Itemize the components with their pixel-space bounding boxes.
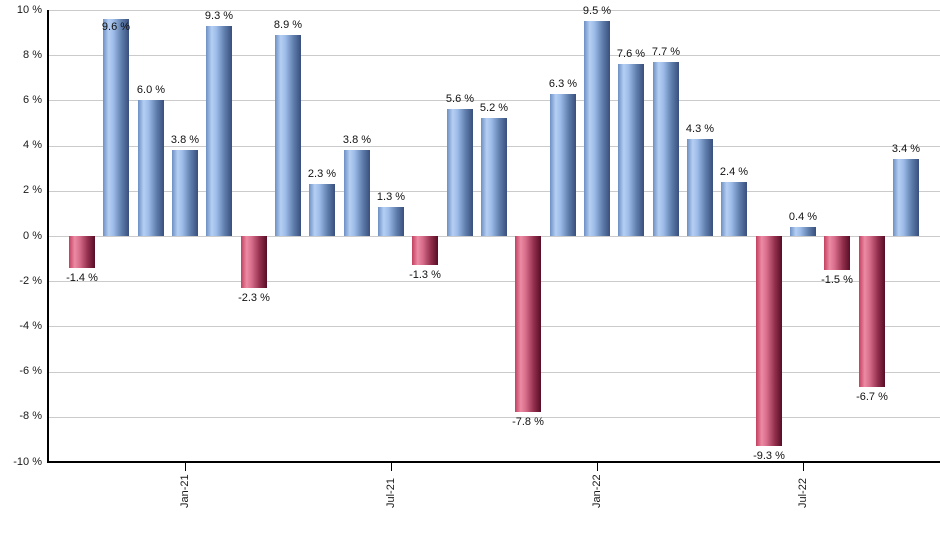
bar-value-label: 7.6 % bbox=[616, 48, 646, 60]
bar-value-label: 5.6 % bbox=[445, 93, 475, 105]
gridline bbox=[48, 10, 940, 11]
bar-positive bbox=[138, 100, 164, 236]
x-axis-tick bbox=[803, 462, 804, 471]
bar-value-label: 8.9 % bbox=[273, 19, 303, 31]
bar-value-label: 6.3 % bbox=[548, 78, 578, 90]
x-axis-label: Jan-22 bbox=[591, 474, 603, 508]
bar-positive bbox=[103, 19, 129, 236]
bar-value-label: 9.5 % bbox=[582, 5, 612, 17]
gridline bbox=[48, 326, 940, 327]
gridline bbox=[48, 281, 940, 282]
bar-positive bbox=[550, 94, 576, 236]
bar-negative bbox=[756, 236, 782, 446]
y-axis-label: 10 % bbox=[16, 4, 42, 16]
x-axis-label: Jan-21 bbox=[179, 474, 191, 508]
y-axis-label: 6 % bbox=[23, 94, 42, 106]
bar-value-label: -6.7 % bbox=[856, 391, 888, 403]
bar-value-label: -1.4 % bbox=[66, 272, 98, 284]
bar-value-label: 6.0 % bbox=[136, 84, 166, 96]
bar-value-label: -7.8 % bbox=[512, 416, 544, 428]
bar-negative bbox=[412, 236, 438, 265]
bar-value-label: -9.3 % bbox=[753, 450, 785, 462]
x-axis-tick bbox=[185, 462, 186, 471]
y-axis-label: 4 % bbox=[23, 139, 42, 151]
bar-value-label: 3.4 % bbox=[891, 143, 921, 155]
y-axis-label: 8 % bbox=[23, 49, 42, 61]
bar-negative bbox=[515, 236, 541, 412]
bar-value-label: 3.8 % bbox=[342, 134, 372, 146]
bar-positive bbox=[275, 35, 301, 236]
bar-value-label: -1.5 % bbox=[821, 274, 853, 286]
bar-negative bbox=[824, 236, 850, 270]
bar-positive bbox=[584, 21, 610, 236]
bar-positive bbox=[172, 150, 198, 236]
y-axis-label: 2 % bbox=[23, 184, 42, 196]
bar-value-label: 1.3 % bbox=[376, 191, 406, 203]
bar-value-label: 9.6 % bbox=[101, 21, 131, 33]
bar-value-label: 4.3 % bbox=[685, 123, 715, 135]
bar-positive bbox=[309, 184, 335, 236]
bar-positive bbox=[206, 26, 232, 236]
gridline bbox=[48, 100, 940, 101]
bar-positive bbox=[618, 64, 644, 236]
bar-value-label: 3.8 % bbox=[170, 134, 200, 146]
bar-negative bbox=[69, 236, 95, 268]
bar-positive bbox=[344, 150, 370, 236]
bar-positive bbox=[378, 207, 404, 236]
gridline bbox=[48, 236, 940, 237]
bar-positive bbox=[790, 227, 816, 236]
bar-positive bbox=[653, 62, 679, 236]
x-axis-tick bbox=[391, 462, 392, 471]
x-axis-line bbox=[47, 461, 940, 463]
y-axis-label: -2 % bbox=[19, 275, 42, 287]
bar-positive bbox=[447, 109, 473, 236]
gridline bbox=[48, 372, 940, 373]
bar-value-label: -2.3 % bbox=[238, 292, 270, 304]
y-axis-label: -4 % bbox=[19, 320, 42, 332]
x-axis-label: Jul-21 bbox=[385, 478, 397, 508]
bar-negative bbox=[241, 236, 267, 288]
y-axis-label: -8 % bbox=[19, 410, 42, 422]
y-axis-label: -10 % bbox=[13, 456, 42, 468]
bar-positive bbox=[893, 159, 919, 236]
bar-value-label: 2.4 % bbox=[719, 166, 749, 178]
gridline bbox=[48, 55, 940, 56]
bar-value-label: -1.3 % bbox=[409, 269, 441, 281]
bar-positive bbox=[687, 139, 713, 236]
bar-positive bbox=[481, 118, 507, 236]
y-axis-line bbox=[47, 10, 49, 463]
bar-negative bbox=[859, 236, 885, 387]
y-axis-label: 0 % bbox=[23, 230, 42, 242]
bar-value-label: 2.3 % bbox=[307, 168, 337, 180]
bar-value-label: 9.3 % bbox=[204, 10, 234, 22]
bar-value-label: 5.2 % bbox=[479, 102, 509, 114]
x-axis-label: Jul-22 bbox=[797, 478, 809, 508]
bar-positive bbox=[721, 182, 747, 236]
bar-value-label: 7.7 % bbox=[651, 46, 681, 58]
x-axis-tick bbox=[597, 462, 598, 471]
bar-value-label: 0.4 % bbox=[788, 211, 818, 223]
gridline bbox=[48, 417, 940, 418]
y-axis-label: -6 % bbox=[19, 365, 42, 377]
